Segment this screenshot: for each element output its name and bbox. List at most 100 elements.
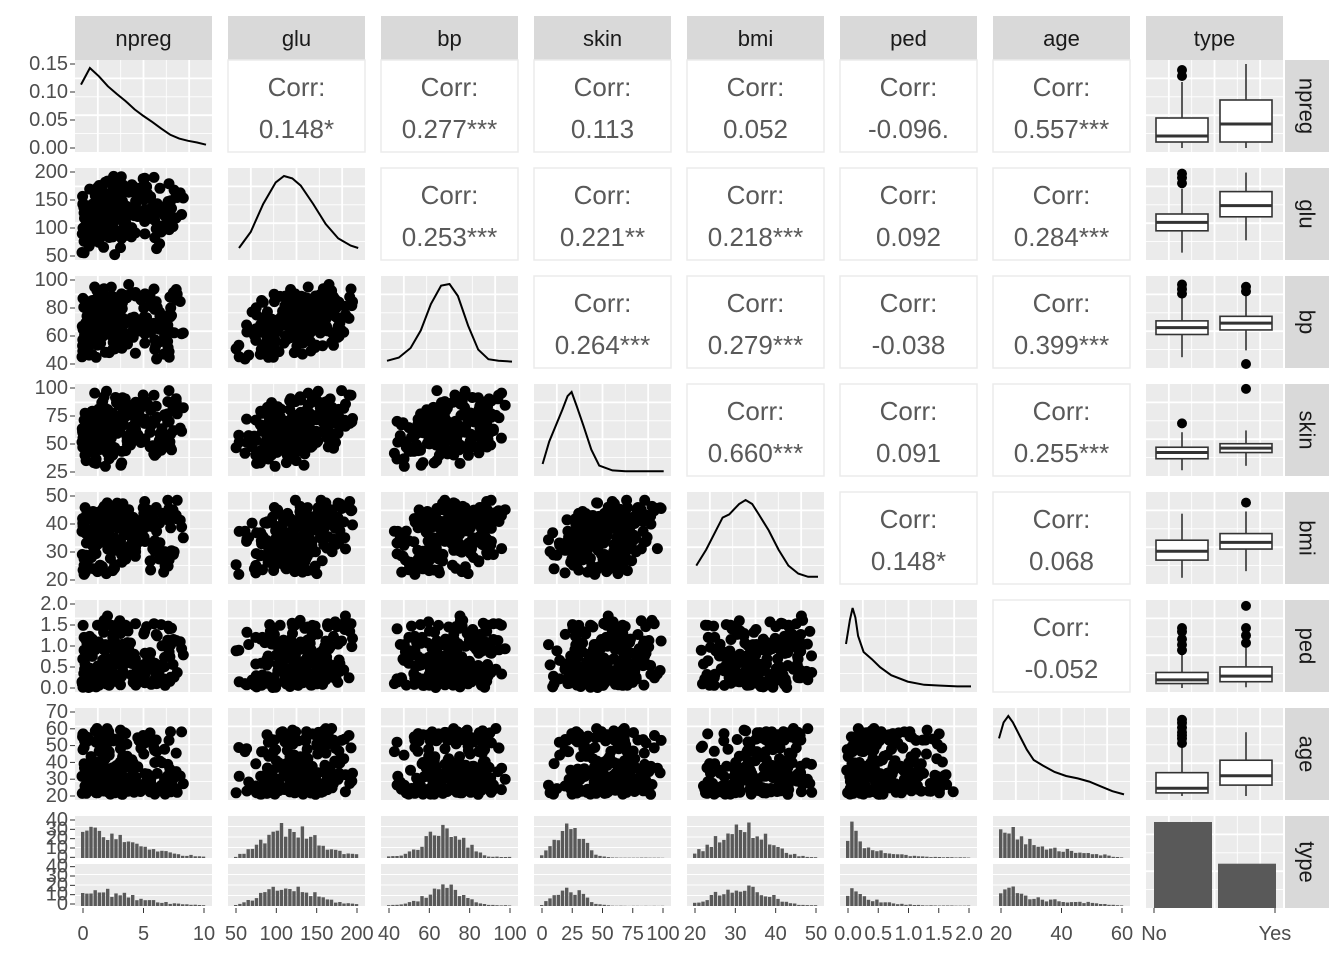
scatter-point (869, 734, 881, 746)
scatter-point (640, 737, 652, 749)
scatter-point (164, 308, 176, 320)
scatter-point (139, 337, 151, 349)
column-strip-label-age: age (1043, 26, 1080, 51)
scatter-point (305, 763, 317, 775)
scatter-point (139, 417, 151, 429)
scatter-panel-age-skin (534, 708, 671, 800)
histogram-bar (416, 901, 420, 906)
scatter-panel-ped-glu (228, 600, 365, 693)
scatter-point (158, 566, 170, 578)
scatter-point (559, 734, 571, 745)
scatter-point (273, 423, 285, 435)
scatter-point (904, 731, 916, 743)
scatter-point (114, 756, 126, 768)
scatter-point (330, 742, 341, 754)
box-outlier (1177, 168, 1187, 179)
scatter-point (783, 784, 795, 796)
scatter-point (246, 517, 258, 529)
scatter-point (162, 620, 174, 632)
scatter-point (567, 619, 578, 631)
scatter-point (148, 514, 160, 526)
scatter-point (122, 785, 134, 797)
scatter-point (139, 536, 151, 547)
density-panel-bp (381, 276, 518, 368)
scatter-point (170, 747, 182, 759)
density-panel-ped (840, 600, 977, 692)
histogram-bar (151, 849, 156, 858)
corr-value: 0.264*** (555, 330, 650, 360)
scatter-point (398, 749, 410, 761)
corr-panel-background (992, 383, 1131, 477)
histogram-bar (118, 834, 122, 858)
scatter-point (421, 757, 433, 769)
scatter-point (878, 776, 890, 788)
scatter-point (107, 544, 119, 556)
scatter-point (700, 619, 711, 631)
scatter-point (631, 659, 643, 670)
scatter-panel-ped-skin (534, 600, 671, 693)
scatter-point (156, 640, 168, 652)
scatter-point (854, 783, 866, 795)
scatter-point (339, 532, 351, 544)
scatter-point (725, 619, 736, 631)
scatter-point (898, 765, 909, 776)
scatter-point (493, 412, 505, 424)
histogram-bar (403, 903, 408, 906)
scatter-point (421, 637, 433, 649)
scatter-point (454, 786, 466, 798)
histogram-bar (457, 896, 462, 906)
scatter-point (272, 504, 284, 516)
scatter-point (800, 665, 812, 677)
scatter-point (405, 556, 416, 568)
scatter-point (729, 651, 740, 663)
scatter-point (272, 401, 284, 413)
histogram-bar (164, 851, 168, 858)
corr-panel-background (839, 167, 978, 261)
scatter-panel-age-npreg (75, 708, 212, 800)
scatter-point (239, 447, 251, 459)
scatter-point (934, 784, 945, 796)
scatter-point (116, 445, 128, 457)
scatter-point (83, 682, 95, 693)
scatter-point (115, 242, 126, 254)
corr-label: Corr: (421, 72, 479, 102)
corr-panel-background (992, 491, 1131, 585)
scatter-point (298, 518, 310, 530)
scatter-point (295, 751, 306, 763)
boxplot-panel-age (1146, 708, 1283, 800)
scatter-point (233, 568, 245, 580)
scatter-point (105, 784, 117, 796)
corr-label: Corr: (727, 396, 785, 426)
scatter-point (292, 553, 304, 565)
boxplot-panel-bmi (1146, 492, 1283, 584)
scatter-point (148, 734, 160, 746)
scatter-point (465, 670, 477, 682)
scatter-point (729, 782, 741, 794)
scatter-point (168, 327, 180, 339)
corr-panel-background (227, 59, 366, 153)
scatter-point (94, 216, 106, 228)
histogram-bar (110, 896, 114, 906)
histogram-bar (482, 904, 487, 906)
scatter-point (596, 776, 608, 788)
scatter-point (897, 784, 909, 796)
scatter-point (470, 765, 482, 776)
scatter-point (98, 644, 110, 656)
scatter-point (89, 387, 101, 399)
scatter-point (705, 641, 716, 653)
scatter-point (309, 560, 321, 572)
scatter-point (87, 437, 99, 449)
scatter-point (421, 437, 433, 449)
scatter-point (107, 343, 119, 355)
scatter-point (903, 757, 915, 769)
histogram-bar (122, 842, 127, 858)
scatter-point (328, 734, 339, 746)
histogram-bar (172, 853, 177, 858)
scatter-point (344, 291, 356, 303)
row-strip-type (1285, 816, 1329, 908)
scatter-point (403, 422, 415, 434)
scatter-point (795, 610, 807, 622)
scatter-point (250, 302, 262, 314)
scatter-point (617, 549, 629, 561)
scatter-point (122, 542, 134, 554)
